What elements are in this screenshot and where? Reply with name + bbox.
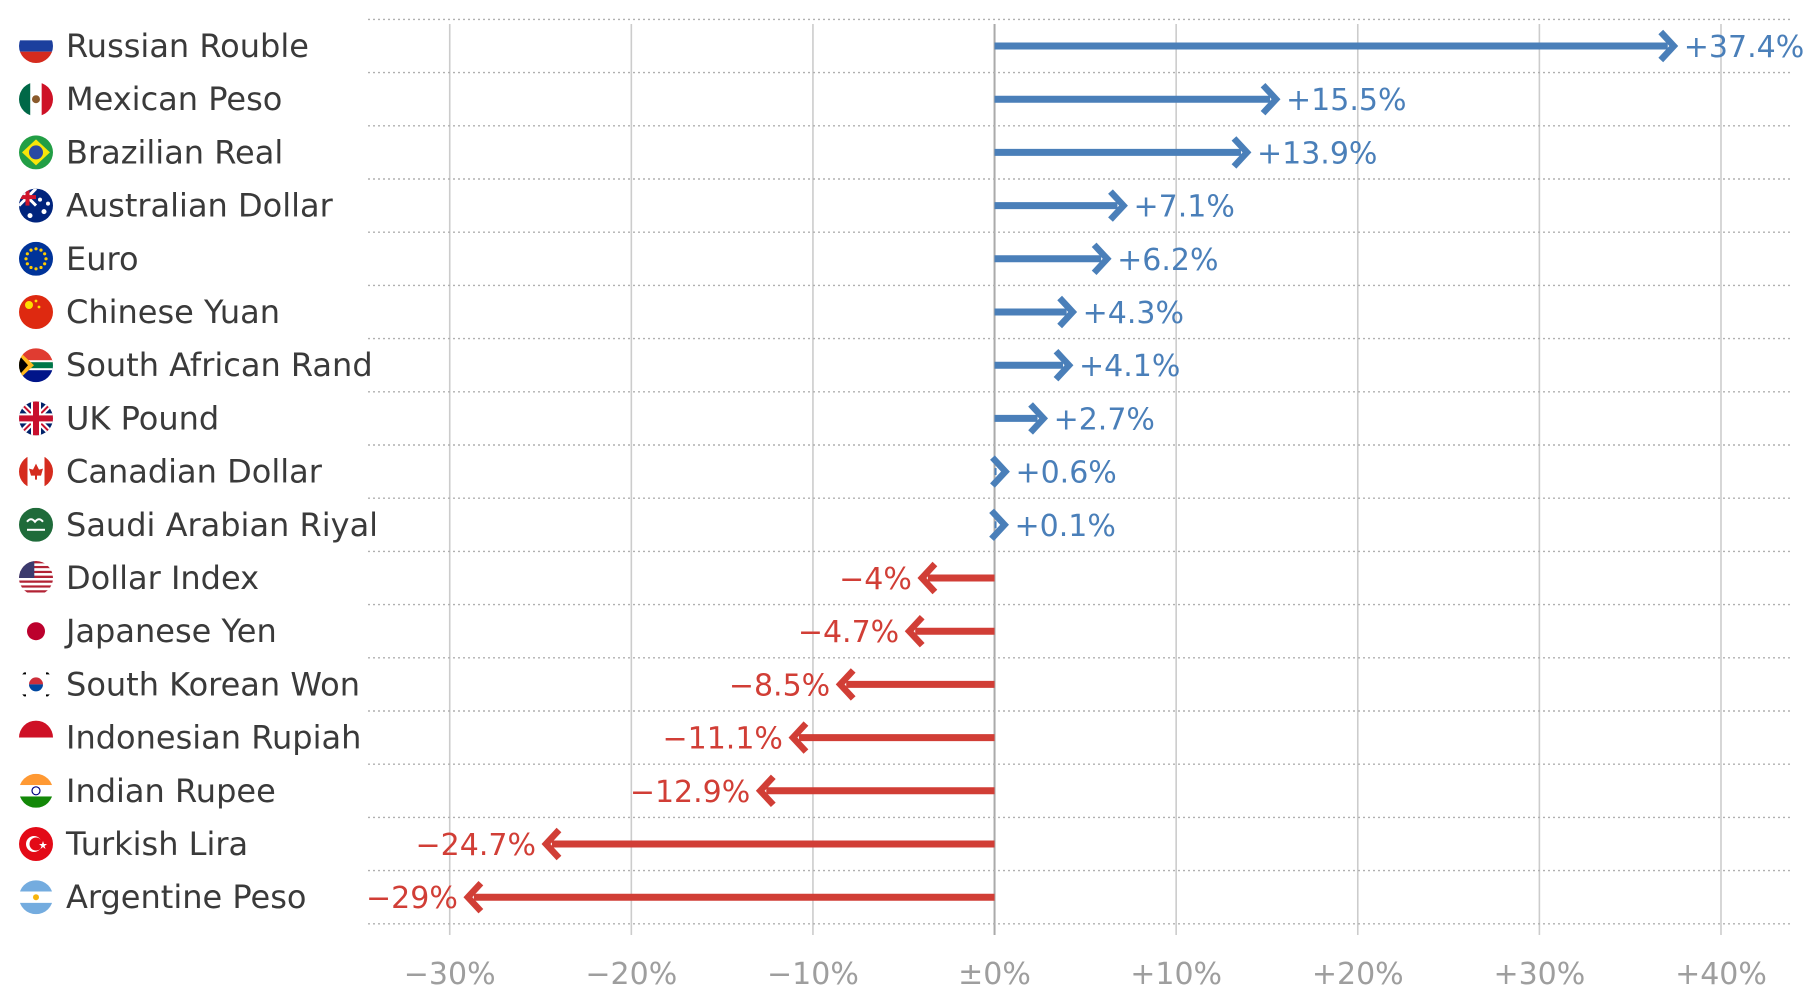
arrowhead-canadian-dollar <box>990 455 1010 488</box>
label-uk-pound: UK Pound <box>66 399 219 437</box>
category-labels: Russian Rouble Mexican Peso Brazilian Real… <box>64 27 378 916</box>
value-label-russian-rouble: +37.4% <box>1684 30 1804 65</box>
x-tick-label: ±0% <box>958 957 1031 992</box>
label-south-african-rand: South African Rand <box>66 346 373 384</box>
canada-flag-icon <box>19 454 53 489</box>
label-chinese-yuan: Chinese Yuan <box>66 293 280 331</box>
value-label-indian-rupee: −12.9% <box>630 775 750 810</box>
value-label-chinese-yuan: +4.3% <box>1083 296 1184 331</box>
uk-flag-icon <box>19 401 53 436</box>
value-label-australian-dollar: +7.1% <box>1133 190 1234 225</box>
arrowhead-saudi-arabian-riyal <box>989 508 1009 542</box>
indonesia-flag-icon <box>19 720 53 755</box>
value-label-dollar-index: −4% <box>839 562 912 597</box>
label-brazilian-real: Brazilian Real <box>66 133 283 171</box>
arrowhead-turkish-lira <box>541 827 562 861</box>
argentina-flag-icon <box>19 880 53 915</box>
x-tick-label: +30% <box>1493 957 1585 992</box>
arrowhead-chinese-yuan <box>1057 295 1078 329</box>
arrowhead-indonesian-rupiah <box>788 721 809 754</box>
south-africa-flag-icon <box>19 348 53 383</box>
value-label-canadian-dollar: +0.6% <box>1015 456 1116 491</box>
grid-lines <box>448 24 1722 935</box>
label-euro: Euro <box>66 240 139 278</box>
label-south-korean-won: South Korean Won <box>66 665 360 703</box>
value-label-south-korean-won: −8.5% <box>729 668 830 703</box>
arrowhead-indian-rupee <box>755 774 776 808</box>
arrowhead-brazilian-real <box>1231 136 1252 169</box>
russia-flag-icon <box>19 29 53 63</box>
value-labels: +37.4% +15.5% +13.9% +7.1% +6.2% +4.3% +4.1% +2… <box>366 30 1804 916</box>
label-argentine-peso: Argentine Peso <box>66 878 306 916</box>
label-canadian-dollar: Canadian Dollar <box>66 453 323 491</box>
value-label-saudi-arabian-riyal: +0.1% <box>1015 509 1116 544</box>
label-turkish-lira: Turkish Lira <box>65 825 248 863</box>
x-tick-label: +10% <box>1130 957 1222 992</box>
india-flag-icon <box>19 773 53 808</box>
turkey-flag-icon <box>19 827 53 861</box>
label-mexican-peso: Mexican Peso <box>66 80 282 118</box>
japan-flag-icon <box>19 614 53 649</box>
row-guides <box>368 18 1790 925</box>
usa-flag-icon <box>19 561 53 595</box>
brazil-flag-icon <box>19 135 53 170</box>
label-indian-rupee: Indian Rupee <box>66 772 276 810</box>
arrowhead-south-korean-won <box>835 668 856 701</box>
eu-flag-icon <box>19 241 53 276</box>
value-label-euro: +6.2% <box>1117 243 1218 278</box>
label-dollar-index: Dollar Index <box>66 559 259 597</box>
australia-flag-icon <box>19 188 53 223</box>
label-indonesian-rupiah: Indonesian Rupiah <box>66 719 361 757</box>
value-label-brazilian-real: +13.9% <box>1257 136 1377 171</box>
x-tick-label: −10% <box>767 957 859 992</box>
value-label-indonesian-rupiah: −11.1% <box>663 722 783 757</box>
x-tick-label: −20% <box>585 957 677 992</box>
south-korea-flag-icon <box>19 667 53 702</box>
arrowhead-russian-rouble <box>1658 29 1679 63</box>
x-tick-label: +40% <box>1675 957 1767 992</box>
arrowhead-australian-dollar <box>1108 189 1128 222</box>
arrowhead-south-african-rand <box>1053 348 1074 382</box>
x-tick-labels: −30% −20% −10% ±0% +10% +20% +30% +40% <box>404 957 1767 992</box>
value-label-mexican-peso: +15.5% <box>1286 83 1406 118</box>
arrowhead-uk-pound <box>1028 402 1049 435</box>
label-saudi-arabian-riyal: Saudi Arabian Riyal <box>66 506 378 544</box>
label-australian-dollar: Australian Dollar <box>66 187 334 225</box>
mexico-flag-icon <box>19 82 53 117</box>
saudi-arabia-flag-icon <box>19 507 53 542</box>
flags <box>19 29 53 915</box>
value-label-uk-pound: +2.7% <box>1054 402 1155 437</box>
china-flag-icon <box>19 295 53 329</box>
bars <box>463 29 1679 914</box>
arrowhead-mexican-peso <box>1260 82 1281 116</box>
value-label-japanese-yen: −4.7% <box>798 615 899 650</box>
label-russian-rouble: Russian Rouble <box>66 27 309 65</box>
arrowhead-euro <box>1091 242 1112 276</box>
value-label-argentine-peso: −29% <box>366 881 458 916</box>
arrowhead-dollar-index <box>917 561 938 595</box>
arrowhead-argentine-peso <box>463 880 484 914</box>
label-japanese-yen: Japanese Yen <box>64 612 277 650</box>
value-label-turkish-lira: −24.7% <box>416 828 536 863</box>
x-tick-label: +20% <box>1312 957 1404 992</box>
value-label-south-african-rand: +4.1% <box>1079 349 1180 384</box>
x-tick-label: −30% <box>404 957 496 992</box>
arrowhead-japanese-yen <box>904 614 925 648</box>
